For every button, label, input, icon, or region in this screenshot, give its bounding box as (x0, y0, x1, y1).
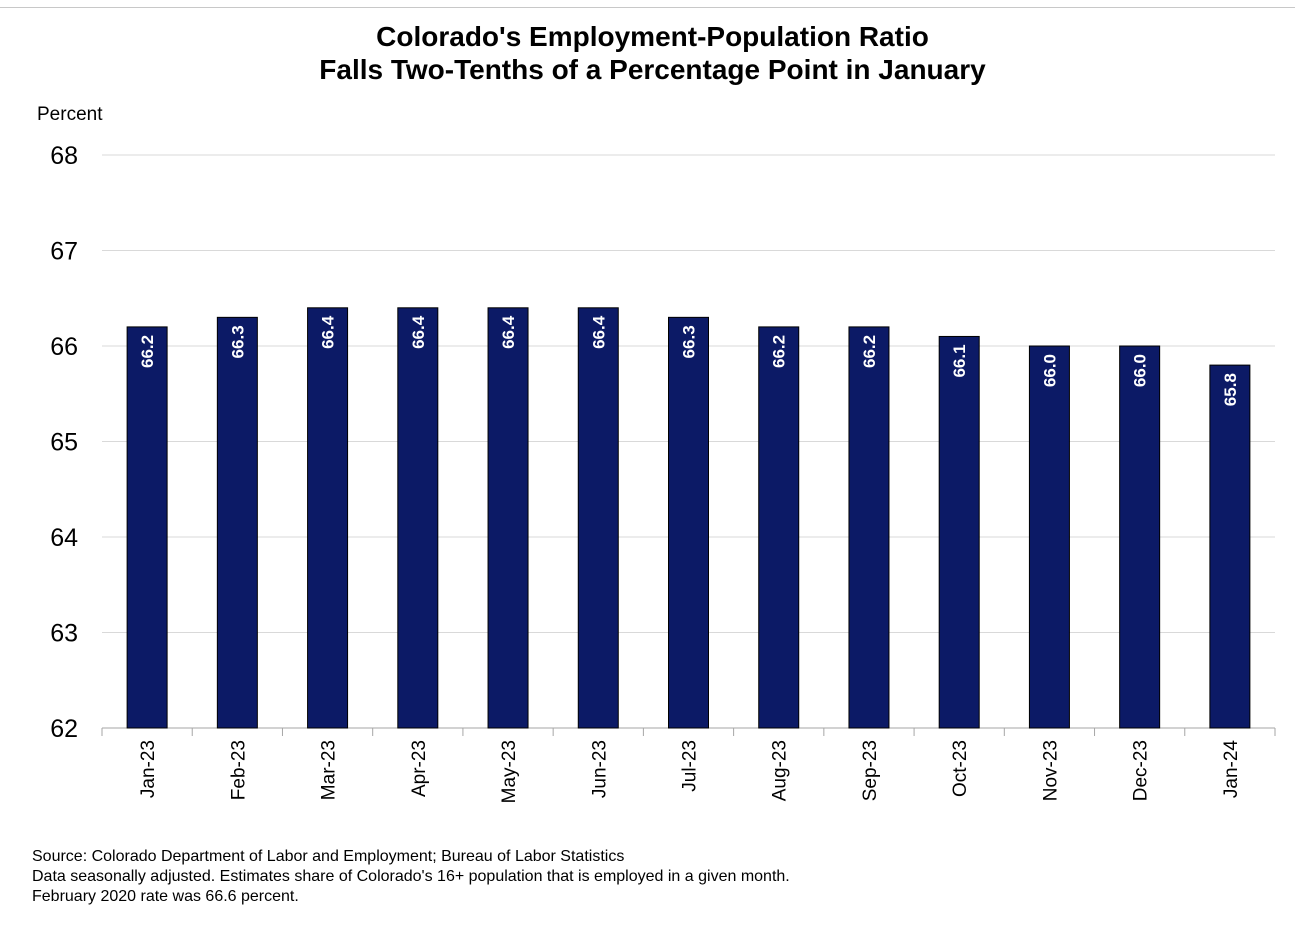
source-note: Source: Colorado Department of Labor and… (32, 848, 625, 865)
y-axis-unit-label: Percent (37, 104, 103, 125)
x-tick-label: Dec-23 (1131, 740, 1152, 801)
bar (577, 307, 619, 729)
bar-data-label: 66.1 (950, 344, 969, 377)
chart-title: Colorado's Employment-Population Ratio F… (0, 20, 1295, 86)
x-tick-label: Sep-23 (860, 740, 881, 801)
x-tick-label: Jan-24 (1221, 740, 1242, 799)
bar (848, 326, 890, 729)
y-tick-label: 62 (50, 715, 78, 743)
y-tick-label: 66 (50, 333, 78, 361)
x-tick-label: Jun-23 (589, 740, 610, 798)
y-tick-label: 65 (50, 429, 78, 457)
bar (1209, 364, 1251, 729)
x-tick-label: Aug-23 (770, 740, 791, 801)
bar-data-label: 66.2 (138, 335, 157, 368)
bar (938, 335, 980, 729)
bar-data-label: 66.4 (319, 315, 338, 349)
bar (126, 326, 168, 729)
x-tick-label: Jul-23 (680, 740, 701, 792)
y-tick-label: 63 (50, 620, 78, 648)
x-tick-label: Nov-23 (1040, 740, 1061, 801)
chart-footnotes: Source: Colorado Department of Labor and… (32, 847, 790, 907)
bar (758, 326, 800, 729)
x-tick-label: Mar-23 (319, 740, 340, 800)
bar (668, 316, 709, 729)
top-rule (0, 7, 1295, 8)
bar (307, 307, 349, 729)
bar-data-label: 66.0 (1131, 354, 1150, 387)
chart-title-line-1: Colorado's Employment-Population Ratio (376, 21, 929, 52)
bar-data-label: 66.4 (589, 315, 608, 349)
february-2020-note: February 2020 rate was 66.6 percent. (32, 888, 299, 905)
bar-data-label: 66.4 (499, 315, 518, 349)
bar-data-label: 66.3 (680, 325, 699, 358)
bar-data-label: 66.2 (770, 335, 789, 368)
x-tick-label: May-23 (499, 740, 520, 803)
chart-title-line-2: Falls Two-Tenths of a Percentage Point i… (319, 54, 986, 85)
x-tick-label: Apr-23 (409, 740, 430, 797)
adjustment-note: Data seasonally adjusted. Estimates shar… (32, 868, 790, 885)
bar-data-label: 66.2 (860, 335, 879, 368)
y-tick-label: 68 (50, 142, 78, 170)
x-tick-label: Jan-23 (138, 740, 159, 798)
bar-data-label: 66.4 (409, 315, 428, 349)
bar-data-label: 66.0 (1040, 354, 1059, 387)
x-tick-label: Oct-23 (950, 740, 971, 797)
bar (397, 307, 439, 729)
bar (1119, 345, 1161, 729)
bar (487, 307, 529, 729)
x-tick-label: Feb-23 (228, 740, 249, 800)
y-tick-label: 64 (50, 524, 78, 552)
bar-data-label: 66.3 (228, 325, 247, 358)
y-tick-label: 67 (50, 238, 78, 266)
bar-data-label: 65.8 (1221, 373, 1240, 406)
bar (1028, 345, 1070, 729)
bar (216, 316, 258, 729)
